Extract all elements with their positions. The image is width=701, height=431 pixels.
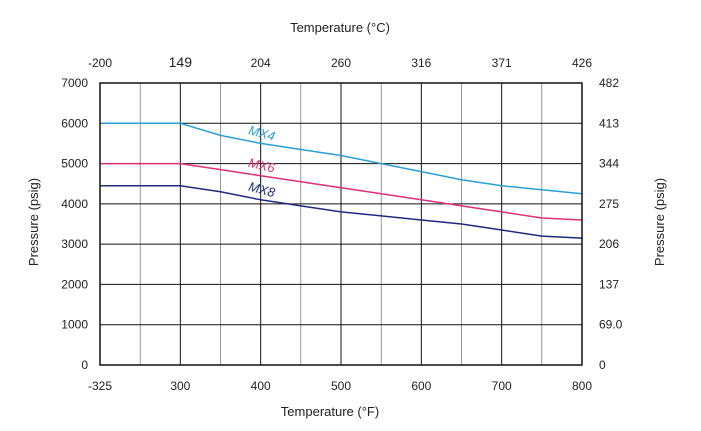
series-label-mx6: MX6 xyxy=(247,155,277,176)
x2-tick-label: 149 xyxy=(169,54,193,70)
y-tick-label: 3000 xyxy=(61,237,88,251)
x-tick-label: 500 xyxy=(331,379,351,393)
y-tick-label: 0 xyxy=(81,358,88,372)
series-line-mx6 xyxy=(100,162,583,221)
y2-tick-label: 69.0 xyxy=(599,318,623,332)
top-axis-title: Temperature (°C) xyxy=(290,20,390,35)
y2-tick-label: 137 xyxy=(599,277,619,291)
y-tick-label: 6000 xyxy=(61,116,88,130)
x-tick-label: 700 xyxy=(492,379,512,393)
x2-tick-label: -200 xyxy=(88,56,112,70)
y-tick-label: 5000 xyxy=(61,157,88,171)
series-label-mx8: MX8 xyxy=(247,179,277,201)
x-tick-label: 800 xyxy=(572,379,592,393)
y-tick-label: 4000 xyxy=(61,197,88,211)
y2-tick-label: 206 xyxy=(599,237,619,251)
left-axis-title: Pressure (psig) xyxy=(26,178,41,266)
series-lines xyxy=(100,122,583,239)
y2-tick-label: 0 xyxy=(599,358,606,372)
y-tick-label: 1000 xyxy=(61,318,88,332)
x2-tick-label: 316 xyxy=(411,56,431,70)
x-tick-label: -325 xyxy=(88,379,112,393)
right-axis-title: Pressure (psig) xyxy=(652,178,667,266)
x2-tick-label: 204 xyxy=(251,56,271,70)
plot-frame xyxy=(99,82,583,366)
x-tick-label: 400 xyxy=(251,379,271,393)
x-tick-label: 600 xyxy=(411,379,431,393)
x2-tick-label: 260 xyxy=(331,56,351,70)
tick-labels: -325 300 400 500 600 700 800 -200 149 204 260 316 37… xyxy=(61,54,622,393)
x2-tick-label: 371 xyxy=(492,56,512,70)
x2-tick-label: 426 xyxy=(572,56,592,70)
y2-tick-label: 482 xyxy=(599,76,619,90)
y2-tick-label: 413 xyxy=(599,116,619,130)
grid-lines xyxy=(100,83,582,365)
series-labels: MX4 MX6 MX8 xyxy=(247,122,277,200)
bottom-axis-title: Temperature (°F) xyxy=(281,404,379,419)
series-line-mx8 xyxy=(100,184,583,239)
y2-tick-label: 344 xyxy=(599,157,619,171)
y-tick-label: 2000 xyxy=(61,277,88,291)
y-tick-label: 7000 xyxy=(61,76,88,90)
series-line-mx4 xyxy=(100,122,583,195)
x-tick-label: 300 xyxy=(170,379,190,393)
series-label-mx4: MX4 xyxy=(247,122,277,143)
y2-tick-label: 275 xyxy=(599,197,619,211)
